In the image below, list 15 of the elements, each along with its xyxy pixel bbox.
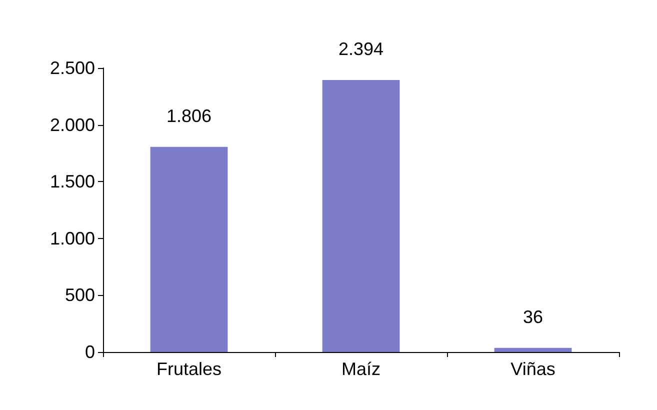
y-tick-label: 2.500 [50,58,95,78]
data-label: 1.806 [166,106,212,126]
y-tick-label: 0 [84,342,95,362]
data-label: 2.394 [338,39,384,60]
x-tick-label: Viñas [510,359,556,379]
bar [150,146,228,352]
bar [494,348,572,352]
y-tick-label: 500 [64,285,95,306]
x-tick-label: Maíz [341,359,381,379]
x-tick-label: Frutales [156,359,222,379]
bar [322,80,400,352]
y-tick-label: 1.500 [50,172,95,192]
y-tick-label: 1.000 [50,228,95,248]
y-tick-label: 2.000 [50,114,95,135]
data-label: 36 [522,306,544,327]
